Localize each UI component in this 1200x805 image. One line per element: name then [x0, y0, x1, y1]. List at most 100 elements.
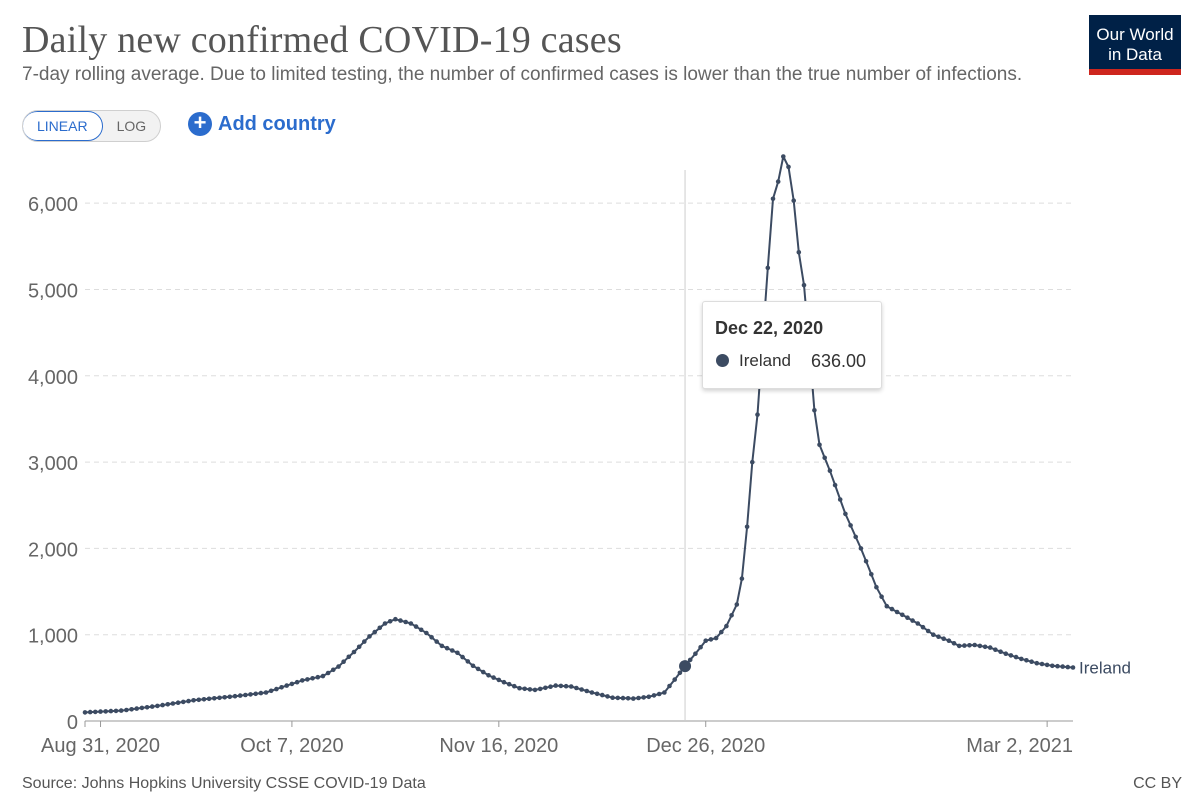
data-point [574, 685, 579, 691]
data-point [486, 673, 491, 678]
data-point [951, 641, 957, 646]
data-point [931, 632, 936, 637]
scale-toggle: LINEAR LOG [22, 110, 162, 142]
data-point [413, 624, 419, 629]
data-point [1065, 664, 1071, 670]
data-point [853, 534, 858, 540]
owid-logo[interactable]: Our World in Data [1089, 15, 1181, 75]
data-point [310, 676, 315, 681]
data-point [300, 678, 305, 683]
y-tick-label: 2,000 [28, 539, 78, 561]
data-point [946, 638, 952, 643]
chart-title: Daily new confirmed COVID-19 cases [22, 19, 622, 61]
data-point [765, 265, 771, 271]
tooltip: Dec 22, 2020 Ireland 636.00 [702, 301, 882, 389]
data-point [351, 649, 357, 655]
data-point [149, 704, 155, 709]
data-point [832, 482, 838, 488]
data-point [175, 700, 181, 705]
data-point [925, 628, 931, 634]
data-point [672, 677, 677, 682]
license-label[interactable]: CC BY [1133, 775, 1182, 792]
data-point [527, 687, 533, 692]
x-tick-label: Mar 2, 2021 [966, 735, 1073, 757]
data-point [1024, 658, 1029, 663]
data-point [367, 634, 372, 639]
data-point [113, 708, 119, 714]
data-point [993, 647, 998, 652]
data-point [160, 702, 165, 708]
data-point [900, 612, 905, 618]
data-point [915, 621, 921, 626]
source-note[interactable]: Source: Johns Hopkins University CSSE CO… [22, 775, 426, 792]
data-point [537, 686, 543, 692]
data-point [662, 690, 667, 695]
series-dot-icon [716, 354, 729, 367]
data-point [470, 663, 476, 669]
data-point [843, 511, 848, 517]
data-point [1039, 661, 1045, 667]
data-point [827, 468, 833, 474]
data-point [434, 639, 440, 644]
data-point [677, 670, 683, 676]
data-point [558, 683, 564, 689]
highlight-point [679, 660, 692, 673]
data-point [1019, 656, 1024, 662]
data-point [165, 702, 171, 707]
data-point [506, 681, 512, 687]
data-point [232, 693, 238, 699]
data-point [418, 627, 424, 633]
data-point [336, 664, 341, 669]
data-point [408, 621, 414, 626]
data-point [956, 643, 962, 649]
data-point [201, 697, 207, 702]
log-scale-button[interactable]: LOG [116, 118, 147, 134]
data-point [719, 629, 724, 635]
data-point [1060, 664, 1065, 669]
data-point [822, 455, 827, 461]
data-point [253, 691, 258, 697]
data-point [703, 638, 708, 643]
data-point [444, 645, 450, 651]
data-point [791, 198, 796, 203]
data-point [781, 154, 786, 159]
data-point [320, 673, 326, 679]
add-country-label: Add country [218, 112, 336, 135]
data-point [801, 282, 807, 288]
data-point [863, 559, 869, 564]
data-point [812, 408, 817, 413]
data-point [279, 685, 284, 690]
data-point [739, 576, 745, 581]
tooltip-date: Dec 22, 2020 [715, 318, 824, 338]
data-point [274, 686, 279, 692]
data-point [289, 681, 295, 687]
data-point [1034, 660, 1040, 666]
logo-line-1: Our World [1096, 25, 1174, 44]
data-point [481, 669, 486, 675]
data-point [139, 705, 145, 711]
data-point [217, 695, 222, 701]
data-point [600, 692, 605, 698]
y-tick-label: 0 [67, 712, 78, 734]
data-point [387, 619, 393, 624]
data-point [439, 643, 445, 649]
data-point [118, 708, 124, 713]
linear-scale-button[interactable]: LINEAR [23, 111, 103, 141]
data-point [770, 196, 776, 202]
add-country-button[interactable]: + Add country [188, 112, 336, 136]
data-point [263, 690, 269, 695]
data-point [82, 710, 88, 715]
data-point [1008, 653, 1014, 658]
data-point [155, 703, 160, 709]
data-point [465, 659, 471, 664]
data-point [501, 679, 507, 685]
data-point [786, 164, 791, 170]
data-point [563, 683, 569, 689]
data-point [615, 695, 621, 701]
y-tick-label: 5,000 [28, 280, 78, 302]
series-end-label: Ireland [1079, 658, 1131, 677]
data-point [1013, 654, 1019, 660]
data-point [936, 634, 941, 639]
data-point [641, 695, 646, 700]
